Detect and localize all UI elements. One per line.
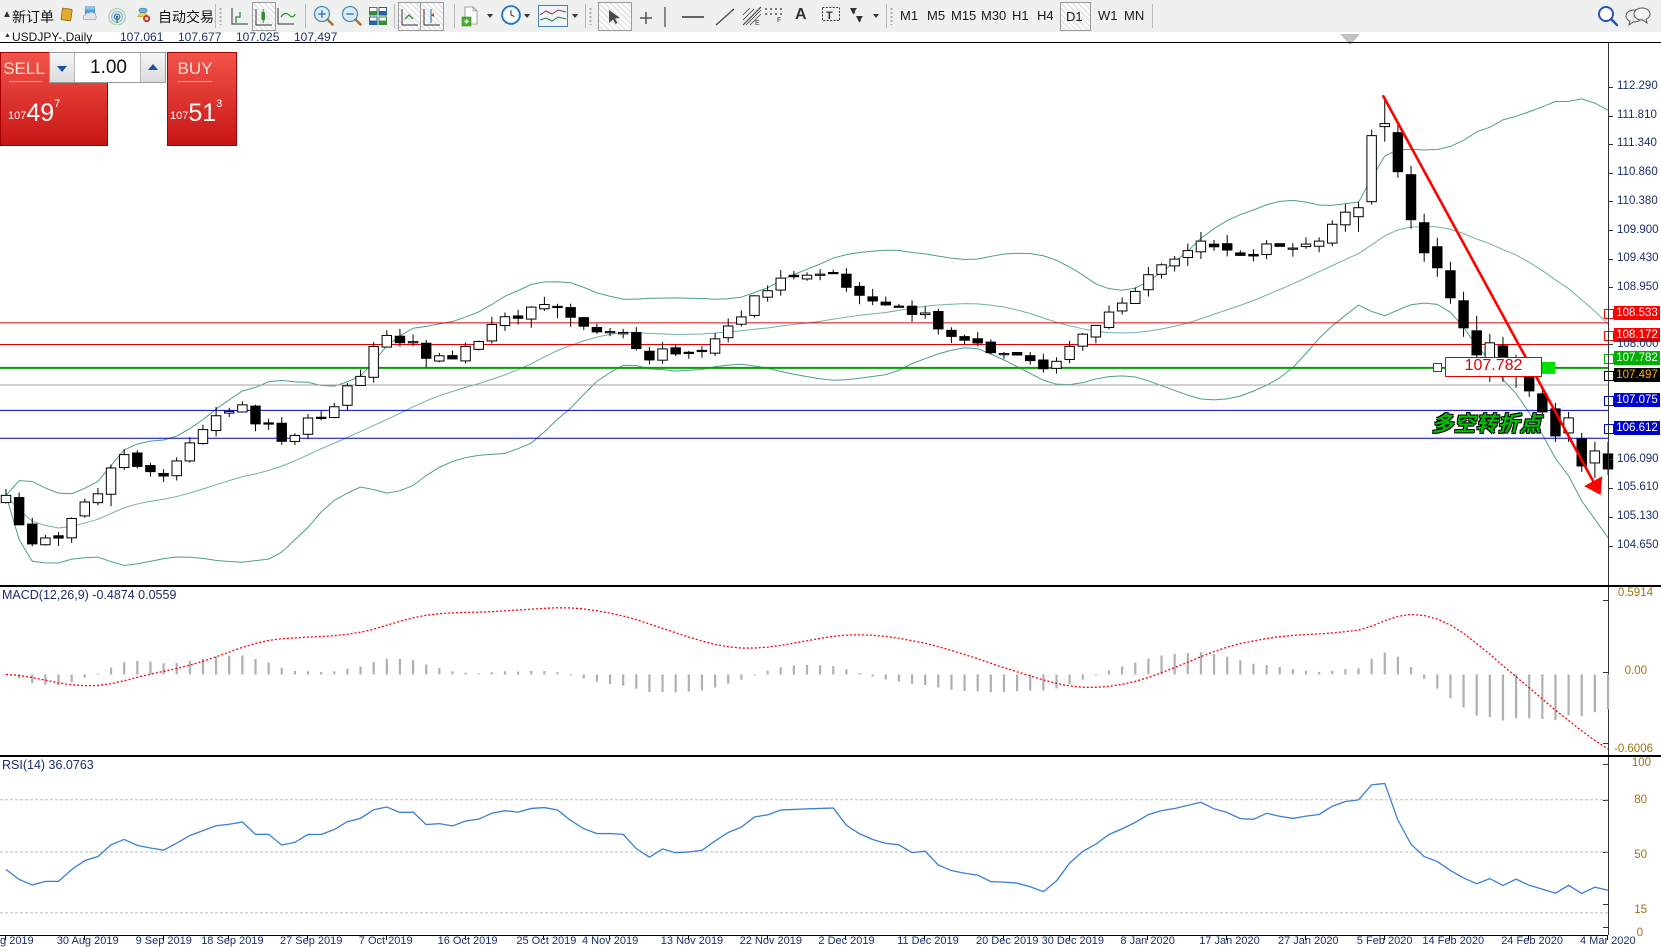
svg-text:T: T [826,10,833,22]
svg-text:F: F [777,17,781,22]
svg-text:E: E [755,20,760,26]
